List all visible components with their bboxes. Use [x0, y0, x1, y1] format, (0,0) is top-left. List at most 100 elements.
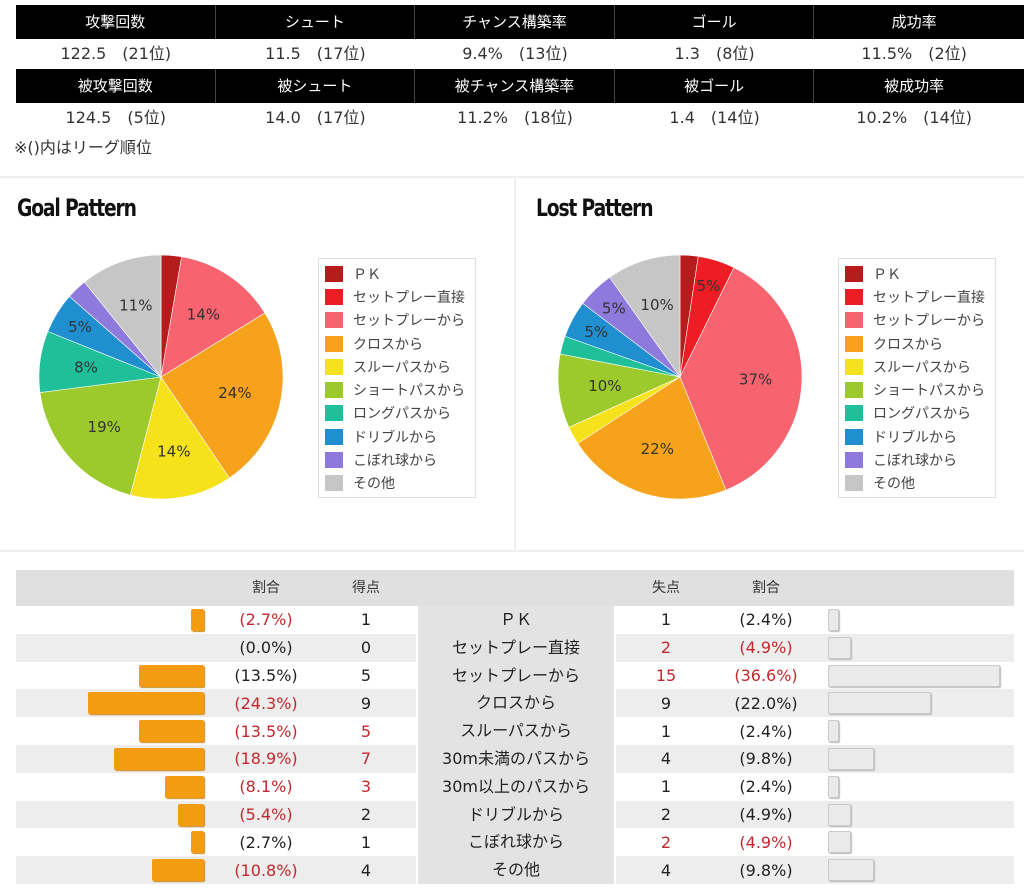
goal-ratio: (0.0%)	[239, 638, 293, 658]
table-row: (24.3%) 9 クロスから 9 (22.0%)	[16, 689, 1014, 718]
stats-value-row-1: 122.5 (21位) 11.5 (17位) 9.4% (13位) 1.3 (8…	[16, 39, 1024, 69]
stats-header: シュート	[216, 5, 416, 39]
legend-label: こぼれ球から	[873, 453, 957, 470]
legend-swatch	[325, 452, 343, 469]
pie-data-label: 14%	[187, 305, 220, 323]
legend-item: ＰＫ	[325, 262, 469, 285]
goal-bar	[165, 775, 204, 798]
pie-data-label: 5%	[602, 300, 626, 318]
legend-swatch	[845, 312, 863, 329]
conceded-count: 1	[660, 721, 672, 741]
stats-header: 攻撃回数	[16, 5, 216, 39]
goal-bar-cell	[16, 745, 216, 773]
goal-bar-cell	[16, 717, 216, 745]
stats-header: 被シュート	[216, 69, 416, 103]
legend-item: スルーパスから	[845, 355, 989, 378]
legend-item: セットプレー直接	[845, 285, 989, 308]
goal-bar	[191, 609, 204, 631]
table-row: (13.5%) 5 セットプレーから 15 (36.6%)	[16, 661, 1014, 690]
conceded-count: 2	[660, 832, 672, 852]
conceded-count: 4	[660, 749, 672, 769]
category-label: セットプレーから	[416, 661, 616, 690]
goal-bar	[113, 747, 204, 770]
conceded-bar	[828, 803, 851, 826]
pie-data-label: 10%	[588, 377, 621, 395]
pie-data-label: 19%	[88, 418, 121, 436]
legend-item: こぼれ球から	[845, 448, 989, 471]
legend-label: ドリブルから	[353, 429, 437, 446]
pie-slice	[577, 376, 727, 500]
conceded-bar	[828, 609, 840, 631]
divider	[514, 178, 516, 550]
stats-header: 被攻撃回数	[16, 69, 216, 103]
header-goals: 得点	[352, 580, 380, 596]
stats-header: ゴール	[615, 5, 815, 39]
goal-ratio: (10.8%)	[234, 860, 298, 880]
comparison-header: 割合 得点 失点 割合	[16, 570, 1014, 606]
legend-label: セットプレーから	[353, 313, 465, 330]
conceded-bar	[828, 664, 1000, 687]
pie-data-label: 5%	[697, 277, 721, 295]
table-row: (8.1%) 3 30m以上のパスから 1 (2.4%)	[16, 772, 1014, 801]
conceded-ratio: (4.9%)	[739, 804, 793, 824]
pie-data-label: 5%	[68, 318, 92, 336]
legend-label: ＰＫ	[873, 266, 901, 283]
conceded-ratio: (2.4%)	[739, 610, 793, 630]
conceded-ratio: (4.9%)	[739, 832, 793, 852]
stats-header: 成功率	[891, 13, 937, 31]
header-spacer	[816, 570, 1014, 606]
legend-swatch	[325, 312, 343, 329]
stats-header: 被チャンス構築率	[415, 69, 615, 103]
goal-ratio: (24.3%)	[234, 693, 298, 713]
legend-swatch	[325, 335, 343, 352]
goal-pattern-pie: 14% 24% 14% 19% 8% 5% 11%	[38, 254, 284, 500]
pie-slice	[679, 267, 803, 491]
conceded-bar-cell	[816, 717, 1014, 745]
goal-ratio: (18.9%)	[234, 749, 298, 769]
goal-ratio: (13.5%)	[234, 665, 298, 685]
table-row: (2.7%) 1 こぼれ球から 2 (4.9%)	[16, 828, 1014, 857]
pie-data-label: 11%	[119, 297, 152, 315]
comparison-table: 割合 得点 失点 割合 (2.7%) 1 ＰＫ 1 (2.4%) (0.0%) 0 セットプレ…	[16, 570, 1014, 884]
legend-item: こぼれ球から	[325, 448, 469, 471]
conceded-bar	[828, 775, 840, 798]
legend-item: ロングパスから	[845, 402, 989, 425]
goal-bar-cell	[16, 773, 216, 801]
pie-data-label: 24%	[218, 384, 251, 402]
legend-swatch	[845, 452, 863, 469]
conceded-ratio: (22.0%)	[734, 693, 798, 713]
legend-item: スルーパスから	[325, 355, 469, 378]
conceded-bar-cell	[816, 606, 1014, 634]
goal-bar-cell	[16, 856, 216, 884]
stats-header-row-2: 被攻撃回数 被シュート 被チャンス構築率 被ゴール 被成功率	[16, 69, 1024, 103]
pie-data-label: 37%	[739, 371, 772, 389]
pie-data-label: 14%	[157, 443, 190, 461]
goal-count: 1	[360, 832, 372, 852]
category-label: ドリブルから	[416, 800, 616, 829]
category-label: 30m以上のパスから	[416, 772, 616, 801]
legend-item: ＰＫ	[845, 262, 989, 285]
conceded-ratio: (9.8%)	[739, 860, 793, 880]
category-label: ＰＫ	[416, 606, 616, 634]
category-label: セットプレー直接	[416, 633, 616, 662]
goal-bar-cell	[16, 634, 216, 662]
legend-item: ショートパスから	[325, 378, 469, 401]
pie-data-label: 10%	[640, 296, 673, 314]
legend-label: ショートパスから	[873, 383, 985, 400]
conceded-bar-cell	[816, 745, 1014, 773]
conceded-count: 4	[660, 860, 672, 880]
pie-slice	[129, 376, 230, 500]
legend-label: その他	[353, 476, 395, 493]
conceded-bar	[828, 859, 874, 882]
stats-value: 1.3 (8位)	[674, 44, 755, 63]
legend-label: こぼれ球から	[353, 453, 437, 470]
pie-slice	[83, 254, 162, 378]
legend-item: ドリブルから	[325, 425, 469, 448]
legend-label: クロスから	[353, 336, 423, 353]
conceded-bar	[828, 747, 874, 770]
conceded-count: 1	[660, 610, 672, 630]
divider	[0, 550, 1024, 552]
category-label: こぼれ球から	[416, 828, 616, 857]
legend-swatch	[325, 265, 343, 282]
pie-slice	[609, 254, 681, 378]
